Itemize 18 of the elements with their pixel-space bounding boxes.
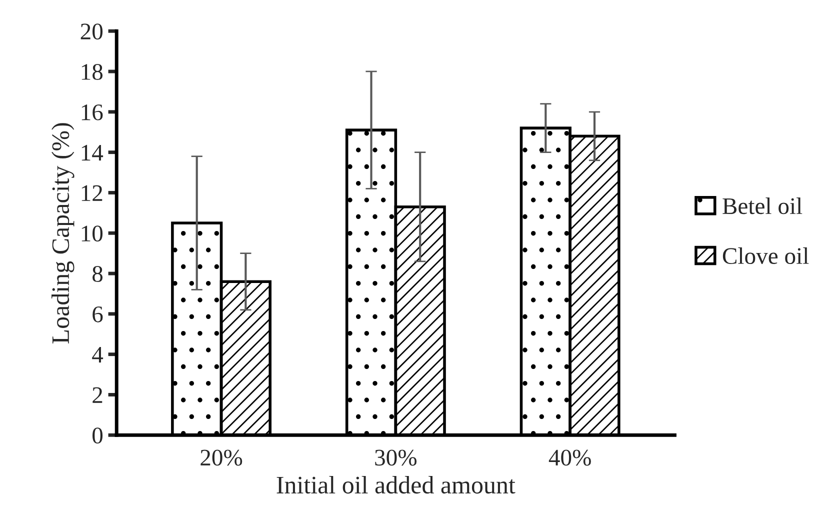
x-axis-title: Initial oil added amount bbox=[276, 476, 516, 494]
legend-label: Betel oil bbox=[722, 198, 802, 214]
y-tick-label: 20 bbox=[80, 24, 103, 40]
y-tick-label: 2 bbox=[92, 387, 102, 403]
y-tick-label: 6 bbox=[92, 306, 103, 322]
x-tick-label: 40% bbox=[548, 450, 591, 466]
legend-label: Clove oil bbox=[722, 247, 809, 264]
x-tick-label: 20% bbox=[200, 450, 242, 466]
y-tick-label: 0 bbox=[92, 428, 103, 444]
y-axis-title: Loading Capacity (%) bbox=[52, 123, 74, 344]
y-tick-label: 14 bbox=[82, 144, 104, 160]
y-tick-label: 8 bbox=[92, 266, 103, 282]
y-tick-label: 16 bbox=[82, 104, 103, 120]
y-tick-label: 10 bbox=[82, 226, 103, 242]
y-tick-label: 12 bbox=[82, 185, 102, 201]
x-tick-label: 30% bbox=[375, 450, 417, 466]
y-tick-label: 18 bbox=[82, 64, 103, 80]
y-tick-label: 4 bbox=[92, 346, 104, 363]
